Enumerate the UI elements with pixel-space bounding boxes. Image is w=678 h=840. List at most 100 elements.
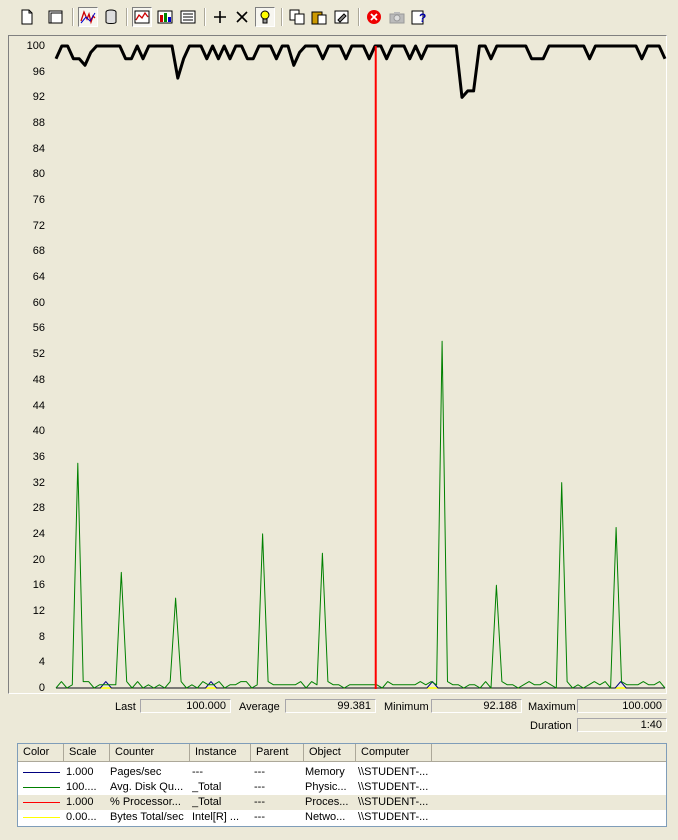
legend-color-swatch <box>23 802 60 803</box>
y-tick-label: 56 <box>32 322 45 335</box>
properties-button[interactable] <box>332 7 352 27</box>
series-line-1 <box>55 340 666 689</box>
maximum-label: Maximum <box>528 701 576 713</box>
y-tick-label: 64 <box>32 271 45 284</box>
freeze-display-button[interactable] <box>364 7 384 27</box>
properties-icon <box>334 10 349 24</box>
legend-instance: _Total <box>192 796 222 808</box>
y-tick-label: 88 <box>32 117 45 130</box>
delete-counter-button[interactable] <box>232 7 252 27</box>
clear-display-button[interactable] <box>46 7 66 27</box>
y-tick-label: 76 <box>32 194 45 207</box>
view-current-activity-button[interactable] <box>78 7 98 27</box>
counter-legend: Color Scale Counter Instance Parent Obje… <box>17 743 667 827</box>
y-tick-label: 36 <box>32 450 45 463</box>
legend-color-swatch <box>23 787 60 788</box>
legend-computer: \\STUDENT-... <box>358 781 429 793</box>
legend-object: Netwo... <box>305 811 346 823</box>
legend-object: Memory <box>305 766 345 778</box>
y-tick-label: 24 <box>32 527 45 540</box>
copy-properties-button[interactable] <box>287 7 307 27</box>
y-tick-label: 96 <box>32 65 45 78</box>
legend-computer: \\STUDENT-... <box>358 766 429 778</box>
highlight-button[interactable] <box>255 7 275 27</box>
legend-header-scale[interactable]: Scale <box>64 744 110 762</box>
duration-value: 1:40 <box>577 718 667 732</box>
legend-row[interactable]: 1.000 Pages/sec --- --- Memory \\STUDENT… <box>18 765 666 780</box>
legend-color-swatch <box>23 772 60 773</box>
y-tick-label: 32 <box>32 476 45 489</box>
legend-header-parent[interactable]: Parent <box>251 744 304 762</box>
y-tick-label: 84 <box>32 142 45 155</box>
legend-computer: \\STUDENT-... <box>358 796 429 808</box>
average-label: Average <box>239 701 280 713</box>
series-line-0 <box>54 44 667 99</box>
copy-properties-icon <box>289 9 305 25</box>
update-data-button[interactable] <box>387 7 407 27</box>
legend-scale: 100.... <box>66 781 97 793</box>
svg-text:?: ? <box>419 11 426 25</box>
y-tick-label: 8 <box>38 630 45 643</box>
y-tick-label: 4 <box>38 656 45 669</box>
view-graph-icon <box>134 10 150 24</box>
help-icon: ? <box>411 10 426 25</box>
highlight-icon <box>260 10 270 24</box>
delete-icon <box>236 11 248 23</box>
legend-parent: --- <box>254 796 265 808</box>
view-log-data-button[interactable] <box>101 7 121 27</box>
legend-color-swatch <box>23 817 60 818</box>
legend-instance: Intel[R] ... <box>192 811 240 823</box>
legend-parent: --- <box>254 811 265 823</box>
view-report-button[interactable] <box>178 7 198 27</box>
legend-header-counter[interactable]: Counter <box>110 744 190 762</box>
legend-header-instance[interactable]: Instance <box>190 744 251 762</box>
series-line-2 <box>56 681 665 689</box>
minimum-label: Minimum <box>384 701 429 713</box>
y-tick-label: 80 <box>32 168 45 181</box>
update-data-icon <box>389 12 405 24</box>
y-tick-label: 40 <box>32 425 45 438</box>
legend-scale: 1.000 <box>66 796 94 808</box>
add-counter-button[interactable] <box>210 7 230 27</box>
view-graph-button[interactable] <box>132 7 152 27</box>
view-histogram-icon <box>157 10 173 24</box>
last-label: Last <box>115 701 136 713</box>
legend-instance: --- <box>192 766 203 778</box>
view-log-data-icon <box>105 9 117 24</box>
view-report-icon <box>180 10 196 24</box>
y-tick-label: 28 <box>32 502 45 515</box>
legend-scale: 0.00... <box>66 811 97 823</box>
legend-row[interactable]: 100.... Avg. Disk Qu... _Total --- Physi… <box>18 780 666 795</box>
legend-scale: 1.000 <box>66 766 94 778</box>
new-counter-set-button[interactable] <box>17 7 37 27</box>
legend-object: Proces... <box>305 796 349 808</box>
view-current-activity-icon <box>80 10 96 25</box>
y-tick-label: 68 <box>32 245 45 258</box>
legend-header-computer[interactable]: Computer <box>356 744 432 762</box>
add-icon <box>214 11 226 23</box>
legend-computer: \\STUDENT-... <box>358 811 429 823</box>
legend-header-color[interactable]: Color <box>18 744 64 762</box>
legend-object: Physic... <box>305 781 347 793</box>
new-counter-set-icon <box>21 9 33 25</box>
legend-parent: --- <box>254 766 265 778</box>
legend-header-object[interactable]: Object <box>304 744 356 762</box>
paste-counter-list-button[interactable] <box>309 7 329 27</box>
y-tick-label: 100 <box>26 40 45 52</box>
legend-row[interactable]: 0.00... Bytes Total/sec Intel[R] ... ---… <box>18 810 666 825</box>
y-tick-label: 60 <box>32 296 45 309</box>
average-value: 99.381 <box>285 699 376 713</box>
y-tick-label: 52 <box>32 348 45 361</box>
legend-counter: Avg. Disk Qu... <box>110 781 184 793</box>
paste-counter-list-icon <box>311 11 327 25</box>
last-value: 100.000 <box>140 699 231 713</box>
y-tick-label: 92 <box>32 91 45 104</box>
view-histogram-button[interactable] <box>155 7 175 27</box>
graph-svg <box>54 44 667 689</box>
legend-counter: Pages/sec <box>110 766 162 778</box>
help-button[interactable]: ? <box>409 7 429 27</box>
toolbar: ? <box>0 0 678 34</box>
y-tick-label: 0 <box>38 682 45 694</box>
legend-row-selected[interactable]: 1.000 % Processor... _Total --- Proces..… <box>18 795 666 810</box>
legend-counter: Bytes Total/sec <box>110 811 184 823</box>
